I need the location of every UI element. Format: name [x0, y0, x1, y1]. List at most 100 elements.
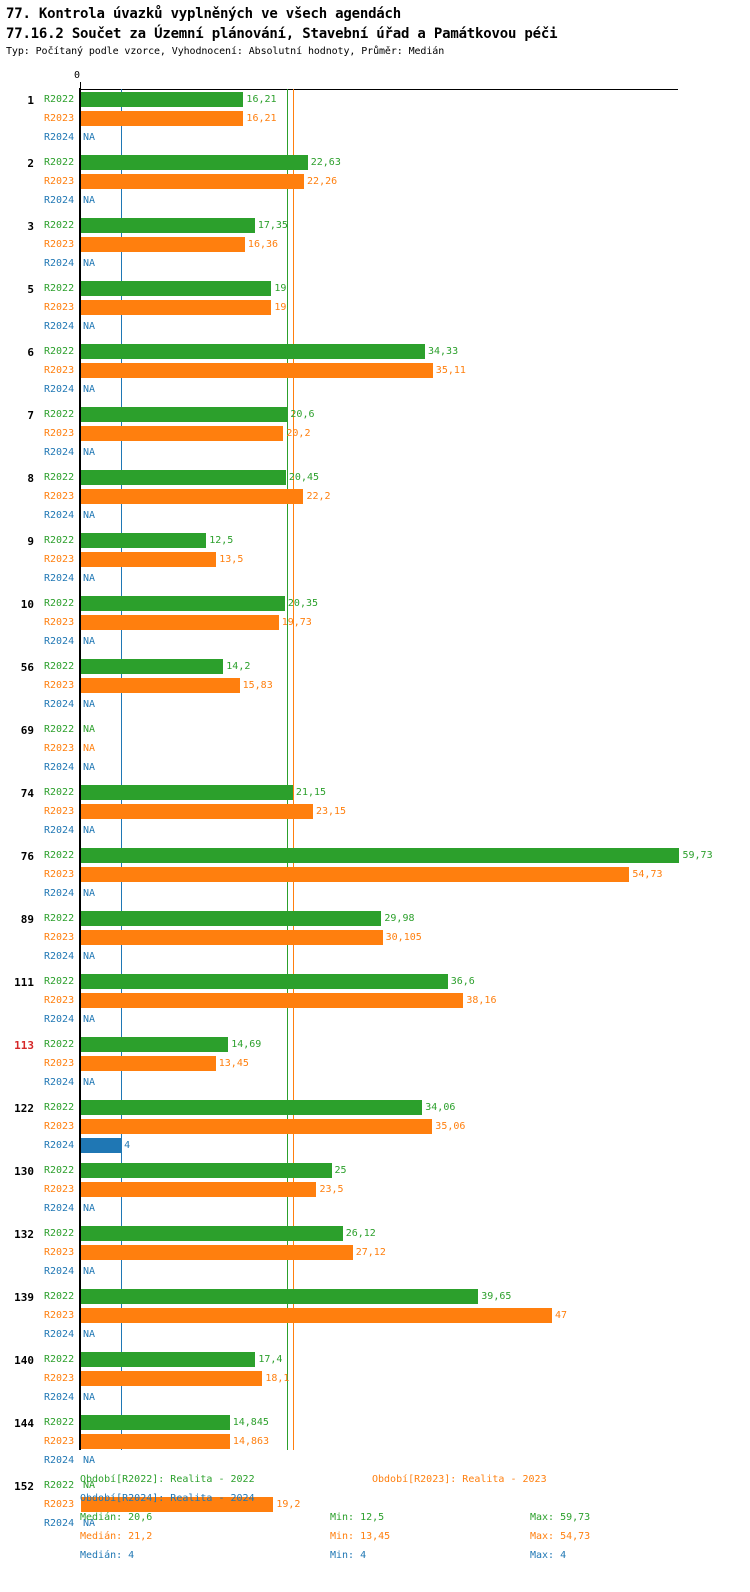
bar[interactable] — [81, 930, 383, 945]
bar[interactable] — [81, 237, 245, 252]
bar[interactable] — [81, 407, 288, 422]
series-label-r2023: R2023 — [44, 302, 75, 313]
bar[interactable] — [81, 867, 630, 882]
bar[interactable] — [81, 804, 313, 819]
bar[interactable] — [81, 1289, 479, 1304]
bar[interactable] — [81, 1100, 423, 1115]
bar[interactable] — [81, 1037, 229, 1052]
bar[interactable] — [81, 974, 448, 989]
chart-title-secondary: 77.16.2 Součet za Územní plánování, Stav… — [6, 26, 558, 42]
series-label-r2024: R2024 — [44, 1077, 75, 1088]
bar-value-na: NA — [83, 384, 96, 395]
series-label-r2022: R2022 — [44, 535, 75, 546]
bar[interactable] — [81, 1497, 274, 1512]
bar-value-label: 47 — [554, 1310, 567, 1321]
bar[interactable] — [81, 174, 305, 189]
bar[interactable] — [81, 596, 285, 611]
bar[interactable] — [81, 785, 293, 800]
bar-value-na: NA — [83, 1014, 96, 1025]
series-label-r2022: R2022 — [44, 1291, 75, 1302]
bar[interactable] — [81, 1352, 256, 1367]
bar-value-na: NA — [83, 132, 96, 143]
legend-entry-2022: Období[R2022]: Realita - 2022 — [80, 1474, 255, 1485]
bar[interactable] — [81, 489, 304, 504]
category-label: 1 — [27, 94, 34, 107]
bar[interactable] — [81, 911, 382, 926]
bar[interactable] — [81, 552, 217, 567]
category-label: 5 — [27, 283, 34, 296]
bar-value-na: NA — [83, 762, 96, 773]
category-label: 144 — [14, 1417, 34, 1430]
bar-value-label: 59,73 — [682, 850, 713, 861]
series-label-r2024: R2024 — [44, 573, 75, 584]
bar-value-label: 22,26 — [307, 176, 338, 187]
bar-value-na: NA — [83, 447, 96, 458]
stat-max-2022: Max: 59,73 — [530, 1512, 591, 1523]
bar-value-label: 27,12 — [355, 1247, 386, 1258]
series-label-r2023: R2023 — [44, 554, 75, 565]
bar[interactable] — [81, 470, 286, 485]
stat-max-2023: Max: 54,73 — [530, 1531, 591, 1542]
series-label-r2022: R2022 — [44, 472, 75, 483]
series-label-r2024: R2024 — [44, 1455, 75, 1466]
bar[interactable] — [81, 848, 680, 863]
bar-value-label: 14,69 — [231, 1039, 262, 1050]
bar[interactable] — [81, 281, 272, 296]
bar-value-label: 20,2 — [286, 428, 311, 439]
bar[interactable] — [81, 1308, 552, 1323]
series-label-r2024: R2024 — [44, 888, 75, 899]
reference-line-median-2023 — [293, 89, 295, 1450]
bar[interactable] — [81, 615, 279, 630]
bar[interactable] — [81, 659, 224, 674]
series-label-r2022: R2022 — [44, 913, 75, 924]
series-label-r2022: R2022 — [44, 220, 75, 231]
bar-value-na: NA — [83, 1518, 96, 1529]
bar[interactable] — [81, 1371, 263, 1386]
series-label-r2022: R2022 — [44, 1417, 75, 1428]
bar[interactable] — [81, 1226, 343, 1241]
series-label-r2023: R2023 — [44, 1499, 75, 1510]
category-label: 10 — [20, 598, 34, 611]
bar-value-na: NA — [83, 1203, 96, 1214]
bar[interactable] — [81, 1245, 353, 1260]
category-label: 132 — [14, 1228, 34, 1241]
series-label-r2023: R2023 — [44, 1436, 75, 1447]
bar-value-label: 23,15 — [315, 806, 347, 817]
bar-value-label: 19,2 — [276, 1499, 301, 1510]
bar[interactable] — [81, 1138, 122, 1153]
bar-value-na: NA — [83, 743, 96, 754]
bar-value-label: 20,45 — [288, 472, 320, 483]
bar-value-na: NA — [83, 825, 96, 836]
bar[interactable] — [81, 1056, 216, 1071]
bar[interactable] — [81, 1434, 230, 1449]
series-label-r2023: R2023 — [44, 1373, 75, 1384]
bar[interactable] — [81, 155, 308, 170]
bar[interactable] — [81, 218, 255, 233]
series-label-r2024: R2024 — [44, 1518, 75, 1529]
series-label-r2024: R2024 — [44, 447, 75, 458]
bar-value-label: 13,5 — [219, 554, 244, 565]
legend-entry-2024: Období[R2024]: Realita - 2024 — [80, 1493, 255, 1504]
bar[interactable] — [81, 533, 207, 548]
bar[interactable] — [81, 363, 433, 378]
bar[interactable] — [81, 1182, 317, 1197]
series-label-r2024: R2024 — [44, 1266, 75, 1277]
bar-value-label: 20,35 — [287, 598, 319, 609]
bar[interactable] — [81, 993, 464, 1008]
bar[interactable] — [81, 1119, 433, 1134]
series-label-r2023: R2023 — [44, 932, 75, 943]
chart-title-primary: 77. Kontrola úvazků vyplněných ve všech … — [6, 6, 401, 22]
bar[interactable] — [81, 678, 240, 693]
bar[interactable] — [81, 1415, 230, 1430]
series-label-r2022: R2022 — [44, 598, 75, 609]
bar[interactable] — [81, 111, 244, 126]
series-label-r2022: R2022 — [44, 1354, 75, 1365]
bar[interactable] — [81, 300, 272, 315]
bar[interactable] — [81, 92, 244, 107]
series-label-r2023: R2023 — [44, 680, 75, 691]
bar[interactable] — [81, 1163, 332, 1178]
series-label-r2024: R2024 — [44, 762, 75, 773]
bar[interactable] — [81, 344, 425, 359]
bar[interactable] — [81, 426, 284, 441]
category-label: 89 — [20, 913, 34, 926]
